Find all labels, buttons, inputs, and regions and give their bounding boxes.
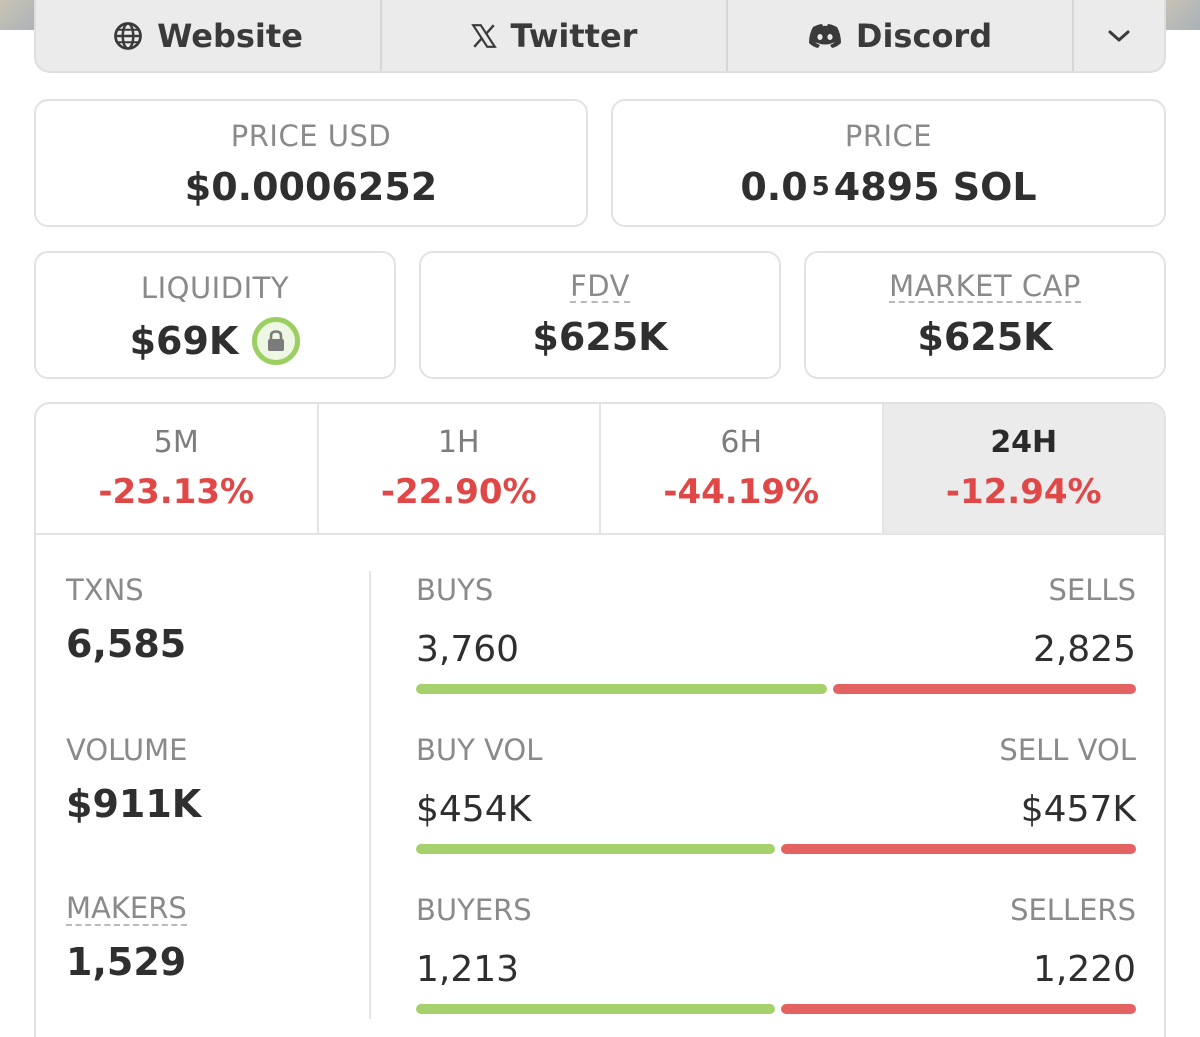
- market-cap-value: $625K: [917, 315, 1053, 359]
- sells-value: 2,825: [1032, 629, 1136, 670]
- column-divider: [369, 571, 371, 1019]
- period-label: 24H: [990, 425, 1058, 460]
- price-usd-value: $0.0006252: [184, 165, 438, 209]
- txns-metric: TXNS 6,585: [66, 572, 366, 732]
- fdv-card: FDV $625K: [419, 251, 781, 379]
- buy-vol-label: BUY VOL: [416, 733, 543, 767]
- market-cap-label[interactable]: MARKET CAP: [889, 269, 1081, 303]
- split-column: BUYS SELLS 3,760 2,825 BUY VOL SELL VOL …: [416, 572, 1136, 1037]
- links-bar: Website Twitter Discord: [34, 0, 1166, 73]
- tab-5m[interactable]: 5M -23.13%: [36, 404, 319, 533]
- tab-1h[interactable]: 1H -22.90%: [319, 404, 601, 533]
- period-change: -44.19%: [663, 472, 820, 512]
- sell-vol-label: SELL VOL: [999, 733, 1136, 767]
- price-native-value: 0.0 5 4895 SOL: [613, 165, 1164, 209]
- period-label: 5M: [153, 425, 199, 460]
- buy-vol-value: $454K: [416, 789, 532, 830]
- volume-metric: VOLUME $911K: [66, 732, 366, 892]
- fdv-label[interactable]: FDV: [570, 269, 630, 303]
- totals-column: TXNS 6,585 VOLUME $911K MAKERS 1,529: [66, 572, 366, 1037]
- period-tabs: 5M -23.13% 1H -22.90% 6H -44.19% 24H -12…: [36, 404, 1164, 535]
- market-cap-card: MARKET CAP $625K: [804, 251, 1166, 379]
- buys-value: 3,760: [416, 629, 520, 670]
- buy-bar: [416, 1004, 776, 1014]
- twitter-label: Twitter: [510, 16, 638, 55]
- buy-bar: [416, 844, 775, 854]
- buyers-value: 1,213: [416, 949, 520, 990]
- txns-value: 6,585: [66, 622, 187, 666]
- period-change: -23.13%: [98, 472, 255, 512]
- twitter-button[interactable]: Twitter: [382, 0, 728, 71]
- sell-vol-value: $457K: [1020, 789, 1136, 830]
- globe-icon: [113, 21, 143, 51]
- sellers-label: SELLERS: [1010, 893, 1136, 927]
- buyers-label: BUYERS: [416, 893, 532, 927]
- liquidity-value: $69K: [129, 319, 239, 363]
- volume-value: $911K: [66, 782, 202, 826]
- lock-icon[interactable]: [252, 317, 301, 365]
- period-change: -22.90%: [380, 472, 537, 512]
- period-label: 1H: [437, 425, 480, 460]
- sell-bar: [833, 684, 1136, 694]
- buys-label: BUYS: [416, 573, 494, 607]
- tab-6h[interactable]: 6H -44.19%: [601, 404, 884, 533]
- x-logo-icon: [470, 23, 497, 49]
- tab-24h[interactable]: 24H -12.94%: [883, 404, 1164, 533]
- liquidity-value-row: $69K: [36, 317, 394, 365]
- volume-label: VOLUME: [66, 733, 188, 767]
- price-native-card: PRICE 0.0 5 4895 SOL: [611, 99, 1166, 227]
- background-corner: [0, 0, 40, 30]
- website-button[interactable]: Website: [36, 0, 382, 71]
- makers-label[interactable]: MAKERS: [66, 891, 187, 926]
- price-native-digits: 4895 SOL: [833, 165, 1037, 209]
- price-native-zero-count: 5: [811, 172, 830, 202]
- background-corner: [1160, 0, 1200, 30]
- price-usd-label: PRICE USD: [230, 119, 392, 153]
- volume-split-row: BUY VOL SELL VOL $454K $457K: [416, 732, 1136, 892]
- txns-split-row: BUYS SELLS 3,760 2,825: [416, 572, 1136, 732]
- sell-bar: [780, 844, 1136, 854]
- buy-bar: [416, 684, 828, 694]
- discord-icon: [808, 23, 842, 49]
- discord-label: Discord: [855, 16, 993, 55]
- makers-metric: MAKERS 1,529: [66, 892, 366, 1037]
- price-usd-card: PRICE USD $0.0006252: [34, 99, 588, 227]
- sellers-value: 1,220: [1032, 949, 1136, 990]
- transactions-panel: 5M -23.13% 1H -22.90% 6H -44.19% 24H -12…: [34, 402, 1166, 1037]
- fdv-value: $625K: [532, 315, 668, 359]
- sell-bar: [781, 1004, 1136, 1014]
- txns-label: TXNS: [66, 573, 144, 607]
- liquidity-label: LIQUIDITY: [140, 271, 290, 305]
- makers-ratio-bar: [416, 1004, 1136, 1014]
- website-label: Website: [157, 16, 303, 55]
- makers-value: 1,529: [66, 940, 187, 984]
- more-links-button[interactable]: [1074, 0, 1164, 71]
- period-change: -12.94%: [945, 472, 1102, 512]
- price-native-prefix: 0.0: [740, 165, 808, 209]
- liquidity-card: LIQUIDITY $69K: [34, 251, 396, 379]
- sells-label: SELLS: [1048, 573, 1136, 607]
- chevron-down-icon: [1107, 28, 1131, 44]
- discord-button[interactable]: Discord: [728, 0, 1074, 71]
- price-native-label: PRICE: [844, 119, 933, 153]
- makers-split-row: BUYERS SELLERS 1,213 1,220: [416, 892, 1136, 1037]
- txns-ratio-bar: [416, 684, 1136, 694]
- volume-ratio-bar: [416, 844, 1136, 854]
- period-label: 6H: [720, 425, 763, 460]
